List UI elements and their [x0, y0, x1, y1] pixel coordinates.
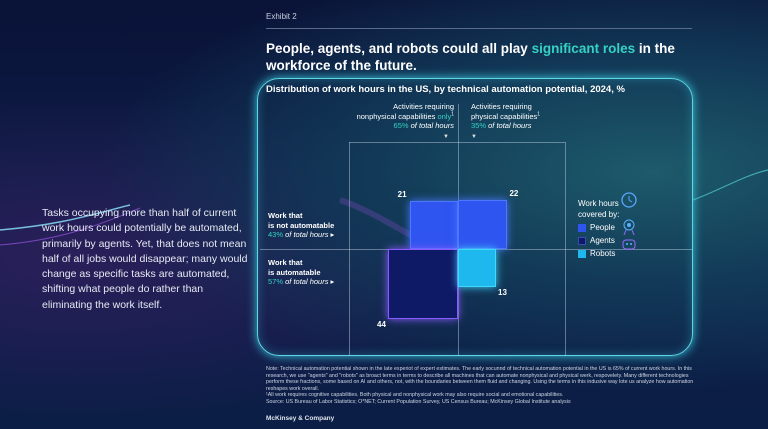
page-title: People, agents, and robots could all pla…: [266, 40, 706, 74]
legend-item-robots: Robots: [578, 248, 630, 259]
divider: [266, 28, 692, 29]
cell-agents: [388, 249, 458, 319]
footnote-1: ¹All work requires cognitive capabilitie…: [266, 392, 564, 398]
note: Note: Technical automation potential sho…: [266, 366, 694, 392]
arrow-down-icon: ▼: [471, 134, 477, 140]
chart-frame: [257, 78, 693, 356]
exhibit-label: Exhibit 2: [266, 12, 297, 21]
column-header-physical: Activities requiring physical capabiliti…: [471, 102, 540, 131]
brand-logo: McKinsey & Company: [266, 415, 335, 422]
col-line1: Activities requiring: [471, 102, 532, 111]
cell-value-label: 13: [498, 288, 507, 298]
footnotes: Note: Technical automation potential sho…: [266, 366, 706, 405]
arrow-down-icon: ▼: [443, 134, 449, 140]
cell-value-label: 22: [509, 188, 519, 198]
col-line2: physical capabilities1: [471, 111, 541, 121]
cell-robots: [458, 249, 497, 288]
col-line1: Activities requiring: [393, 102, 454, 111]
legend-title: Work hours covered by:: [578, 199, 620, 219]
title-text-end: in the workforce of the future.: [266, 41, 675, 73]
column-header-nonphysical: Activities requiring nonphysical capabil…: [357, 102, 454, 131]
cell-people: [409, 200, 458, 249]
legend: Work hours covered by: People Agents Rob…: [578, 198, 630, 259]
cell-people: [458, 199, 508, 249]
cell-value-label: 21: [397, 189, 407, 199]
grid-line: [349, 142, 565, 143]
grid-line: [565, 142, 566, 356]
row-header-not-automatable: Work that is not automatable 43% of total…: [268, 211, 335, 239]
source: Source: US Bureau of Labor Statistics; O…: [266, 398, 571, 405]
chart-title: Distribution of work hours in the US, by…: [266, 84, 625, 95]
row-header-automatable: Work that is automatable 57% of total hou…: [268, 258, 335, 286]
col-pct: 65% of total hours: [393, 121, 454, 130]
legend-item-people: People: [578, 222, 630, 233]
title-text: People, agents, and robots could all pla…: [266, 41, 532, 56]
legend-item-agents: Agents: [578, 235, 630, 246]
side-text: Tasks occupying more than half of curren…: [42, 207, 248, 311]
title-highlight: significant roles: [531, 41, 636, 56]
grid-line: [349, 142, 350, 356]
col-pct: 35% of total hours: [471, 121, 532, 130]
col-line2: nonphysical capabilities only1: [356, 111, 454, 121]
cell-value-label: 44: [377, 320, 386, 329]
